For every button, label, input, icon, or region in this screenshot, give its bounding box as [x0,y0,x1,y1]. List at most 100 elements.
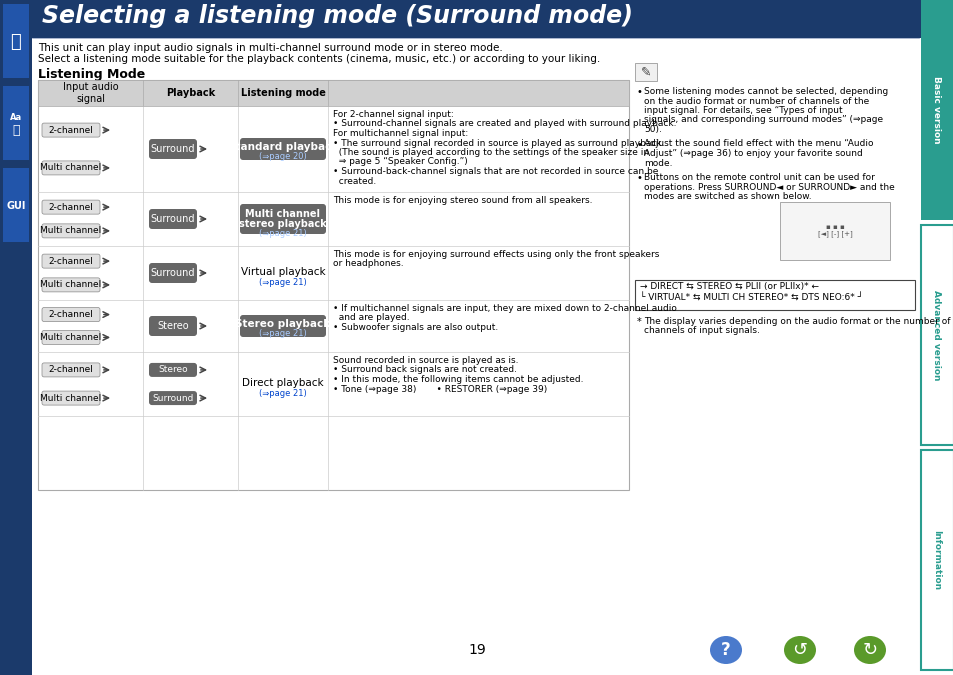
Text: ↻: ↻ [862,641,877,659]
Text: Standard playback: Standard playback [228,142,337,152]
FancyBboxPatch shape [240,138,326,160]
Text: Multi channel: Multi channel [40,226,102,236]
Ellipse shape [853,636,885,664]
Text: Stereo playback: Stereo playback [235,319,331,329]
Text: Listening mode: Listening mode [240,88,325,98]
Text: └ VIRTUAL* ⇆ MULTI CH STEREO* ⇆ DTS NEO:6* ┘: └ VIRTUAL* ⇆ MULTI CH STEREO* ⇆ DTS NEO:… [639,294,862,302]
Text: Basic version: Basic version [931,76,941,144]
Text: Multi channel: Multi channel [40,394,102,402]
FancyBboxPatch shape [240,204,326,234]
FancyBboxPatch shape [149,263,196,283]
Text: Information: Information [931,530,941,590]
Text: • The surround signal recorded in source is played as surround playback.: • The surround signal recorded in source… [333,138,664,148]
Text: ⇒ page 5 “Speaker Config.”): ⇒ page 5 “Speaker Config.”) [333,157,467,167]
Bar [3,86,29,160]
Text: Some listening modes cannot be selected, depending: Some listening modes cannot be selected,… [643,87,887,96]
Text: ↺: ↺ [792,641,807,659]
Text: modes are switched as shown below.: modes are switched as shown below. [643,192,811,201]
Bar [920,225,953,445]
Text: operations. Press SURROUND◄ or SURROUND► and the: operations. Press SURROUND◄ or SURROUND►… [643,182,894,192]
Bar [635,279,914,310]
Bar [920,0,953,220]
Bar [38,80,628,106]
Text: •: • [637,173,642,183]
Bar [780,202,889,259]
FancyBboxPatch shape [42,391,100,405]
Text: on the audio format or number of channels of the: on the audio format or number of channel… [643,97,868,105]
FancyBboxPatch shape [42,161,100,175]
Text: 50).: 50). [643,125,661,134]
Text: Selecting a listening mode (Surround mode): Selecting a listening mode (Surround mod… [42,4,632,28]
Text: Surround: Surround [151,214,195,224]
FancyBboxPatch shape [149,391,196,405]
Text: Buttons on the remote control unit can be used for: Buttons on the remote control unit can b… [643,173,874,182]
Text: • Surround-channel signals are created and played with surround playback.: • Surround-channel signals are created a… [333,119,676,128]
Bar [32,0,920,38]
Text: mode.: mode. [643,159,672,167]
Bar [635,63,657,81]
Text: 👓: 👓 [12,124,20,138]
Text: (⇒page 21): (⇒page 21) [259,389,307,398]
Text: Multi channel: Multi channel [40,163,102,172]
Text: This mode is for enjoying stereo sound from all speakers.: This mode is for enjoying stereo sound f… [333,196,592,205]
Text: Surround: Surround [152,394,193,402]
Text: Playback: Playback [166,88,214,98]
Text: 2-channel: 2-channel [49,365,93,375]
FancyBboxPatch shape [149,209,196,229]
Text: ?: ? [720,641,730,659]
Text: Multi channel: Multi channel [40,333,102,342]
Text: Advanced version: Advanced version [931,290,941,380]
Text: Virtual playback: Virtual playback [240,267,325,277]
Text: ▪ ▪ ▪
[◄] [-] [+]: ▪ ▪ ▪ [◄] [-] [+] [817,223,851,238]
FancyBboxPatch shape [42,224,100,238]
FancyBboxPatch shape [149,316,196,336]
Text: Multi channel: Multi channel [40,280,102,290]
Text: signals, and corresponding surround modes” (⇒page: signals, and corresponding surround mode… [643,115,882,124]
Text: • In this mode, the following items cannot be adjusted.: • In this mode, the following items cann… [333,375,583,384]
Bar [920,450,953,670]
Text: Surround: Surround [151,268,195,278]
Text: The display varies depending on the audio format or the number of: The display varies depending on the audi… [643,317,949,325]
FancyBboxPatch shape [42,278,100,292]
Text: This mode is for enjoying surround effects using only the front speakers: This mode is for enjoying surround effec… [333,250,659,259]
FancyBboxPatch shape [149,139,196,159]
Text: • Subwoofer signals are also output.: • Subwoofer signals are also output. [333,323,497,332]
FancyBboxPatch shape [149,363,196,377]
FancyBboxPatch shape [42,254,100,268]
FancyBboxPatch shape [42,200,100,214]
Text: (⇒page 21): (⇒page 21) [259,329,307,338]
Text: Listening Mode: Listening Mode [38,68,145,81]
Text: GUI: GUI [7,201,26,211]
Text: • If multichannel signals are input, they are mixed down to 2-channel audio: • If multichannel signals are input, the… [333,304,677,313]
Text: Aa: Aa [10,113,22,122]
Text: •: • [637,140,642,149]
Ellipse shape [783,636,815,664]
Text: Multi channel: Multi channel [245,209,320,219]
FancyBboxPatch shape [42,123,100,137]
Bar [3,4,29,78]
FancyBboxPatch shape [42,331,100,344]
Text: Adjust the sound field effect with the menu “Audio: Adjust the sound field effect with the m… [643,140,873,148]
Text: 2-channel: 2-channel [49,310,93,319]
Text: Input audio
signal: Input audio signal [63,82,118,104]
Text: (⇒page 21): (⇒page 21) [259,229,307,238]
Bar [3,168,29,242]
Text: For 2-channel signal input:: For 2-channel signal input: [333,110,454,119]
Text: • Tone (⇒page 38)       • RESTORER (⇒page 39): • Tone (⇒page 38) • RESTORER (⇒page 39) [333,385,547,394]
FancyBboxPatch shape [240,315,326,337]
Text: Direct playback: Direct playback [242,378,323,388]
Text: • Surround back signals are not created.: • Surround back signals are not created. [333,365,517,375]
Text: (⇒page 21): (⇒page 21) [259,278,307,287]
Text: This unit can play input audio signals in multi-channel surround mode or in ster: This unit can play input audio signals i… [38,43,502,53]
Text: (The sound is played according to the settings of the speaker size in: (The sound is played according to the se… [333,148,648,157]
Text: *: * [637,317,641,327]
Bar [0,0,32,675]
FancyBboxPatch shape [42,363,100,377]
Ellipse shape [709,636,741,664]
Text: Select a listening mode suitable for the playback contents (cinema, music, etc.): Select a listening mode suitable for the… [38,54,599,64]
Text: Sound recorded in source is played as is.: Sound recorded in source is played as is… [333,356,518,365]
Text: → DIRECT ⇆ STEREO ⇆ PLII (or PLIIx)* ←: → DIRECT ⇆ STEREO ⇆ PLII (or PLIIx)* ← [639,281,818,290]
Text: input signal. For details, see “Types of input: input signal. For details, see “Types of… [643,106,841,115]
Text: Adjust” (⇒page 36) to enjoy your favorite sound: Adjust” (⇒page 36) to enjoy your favorit… [643,149,862,158]
Text: Surround: Surround [151,144,195,154]
